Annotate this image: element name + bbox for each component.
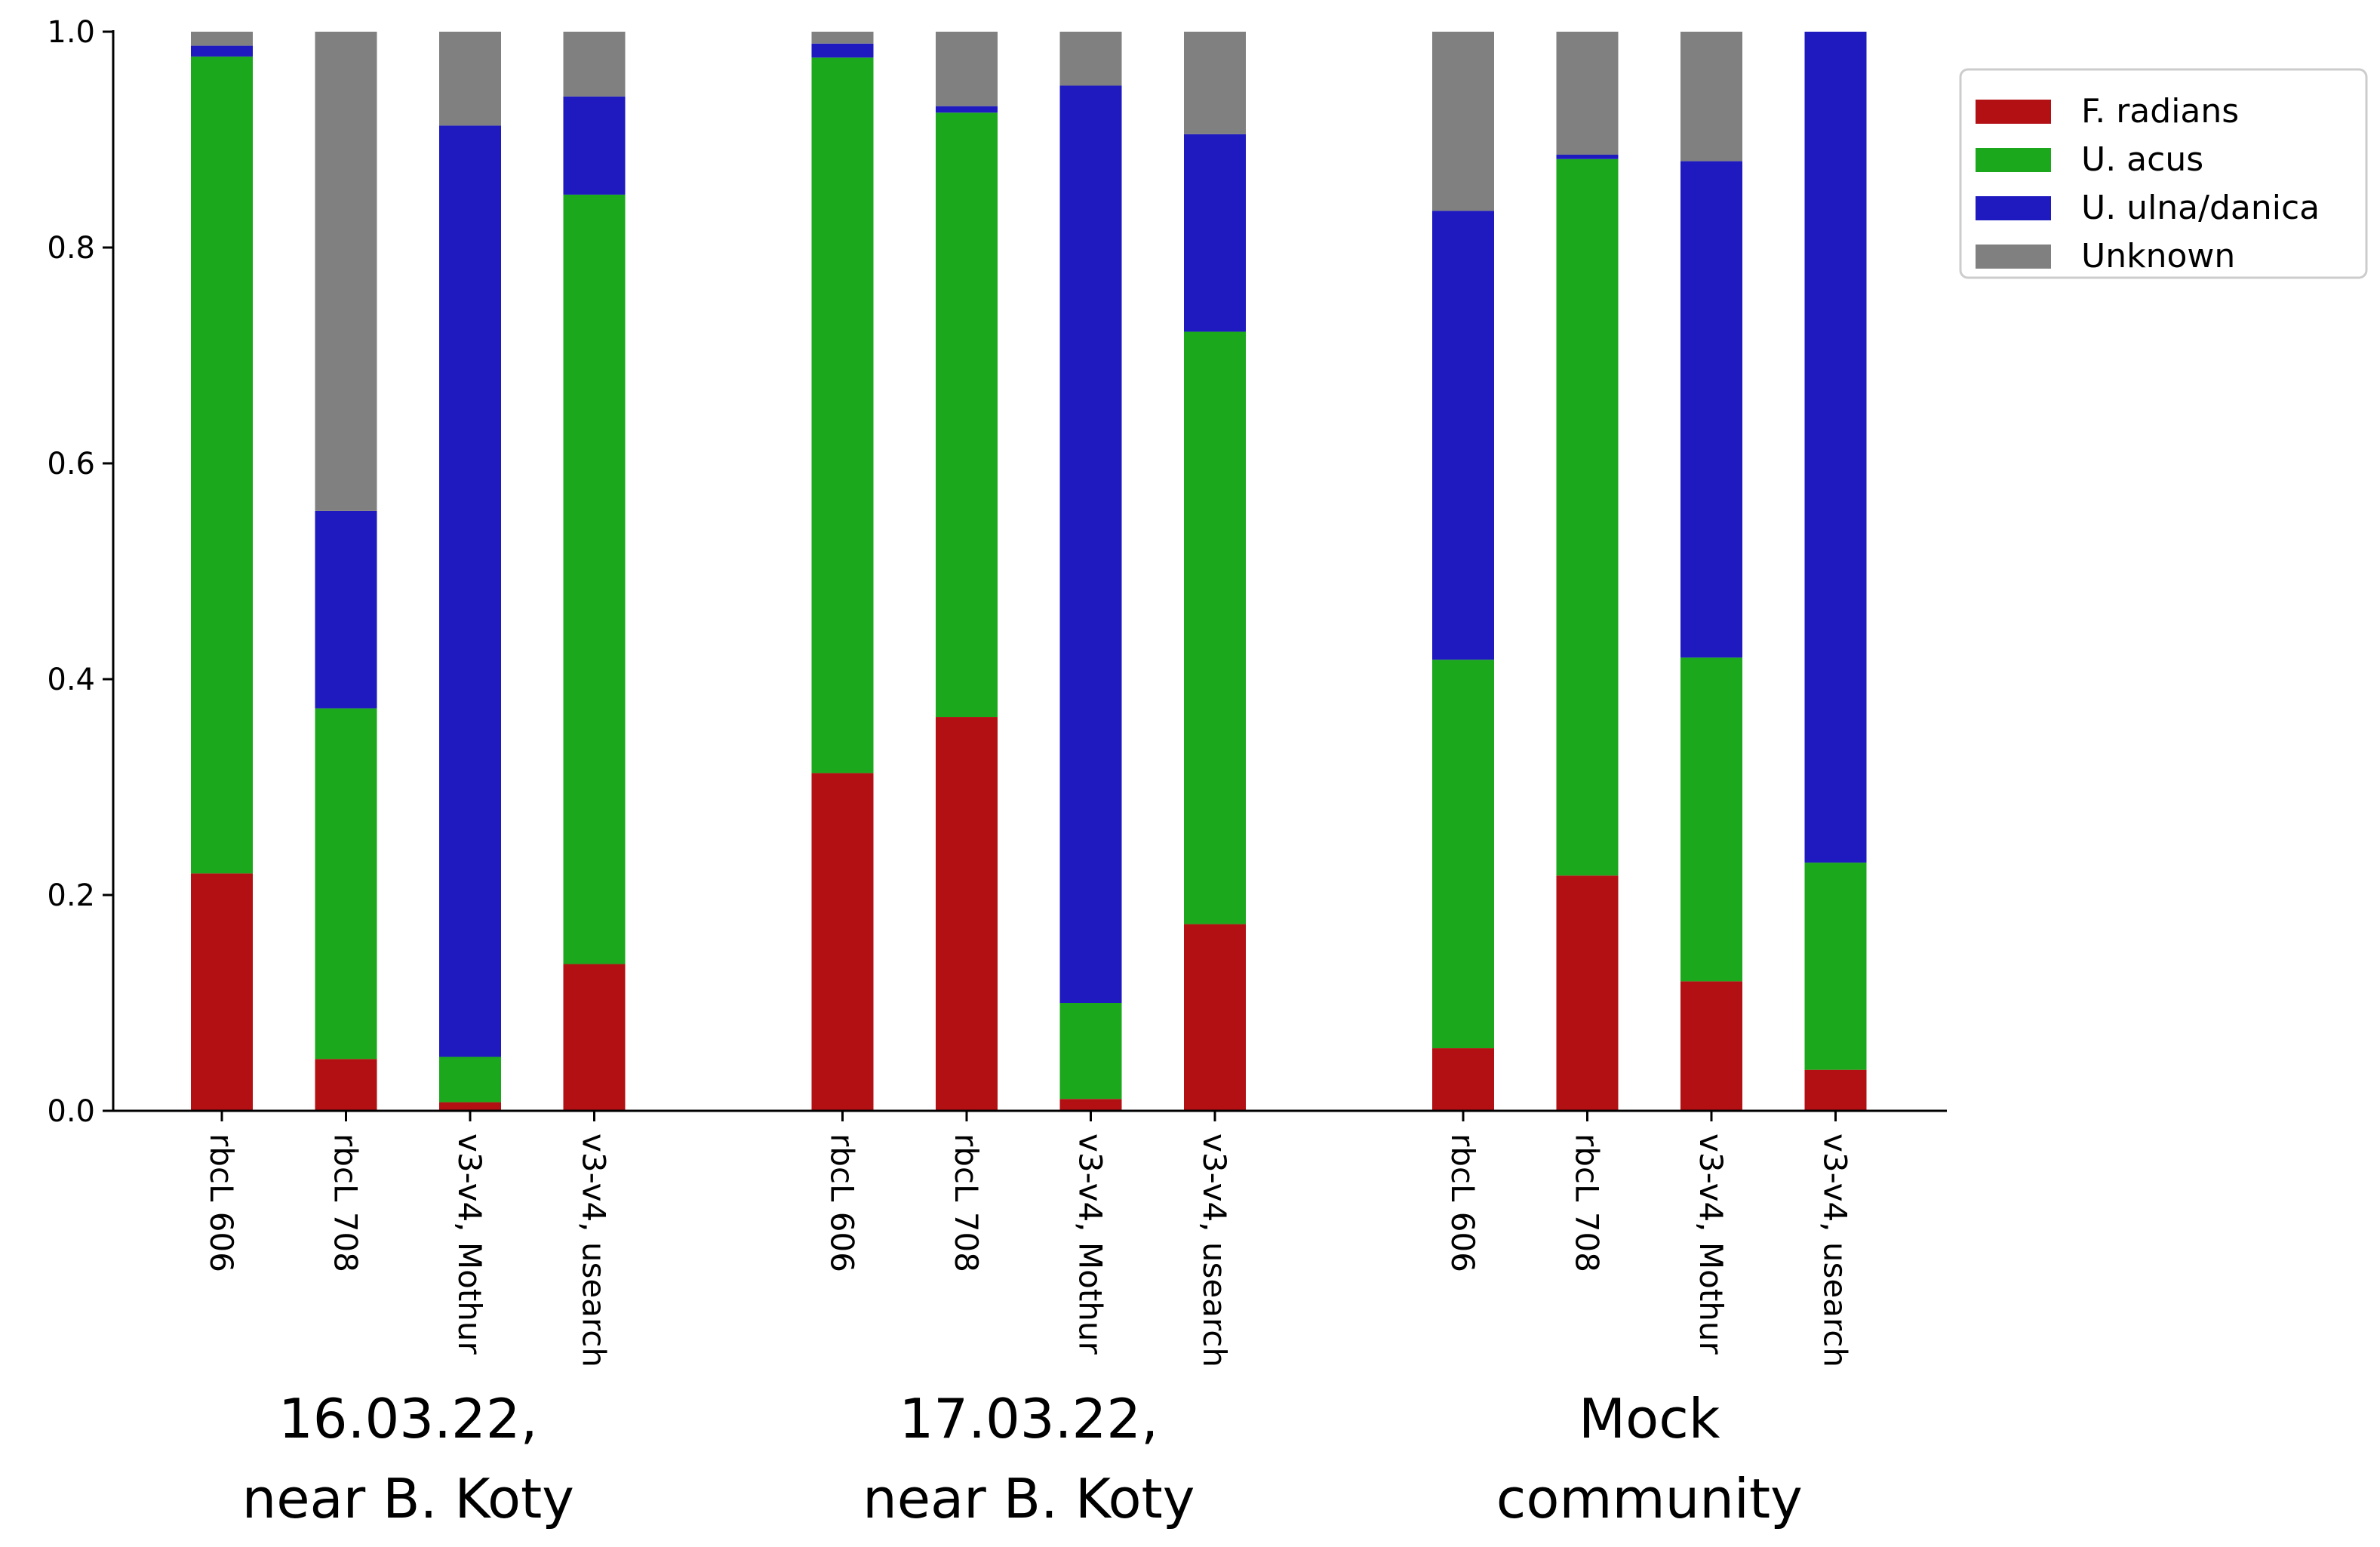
group-label-1-line-1: 16.03.22,: [278, 1387, 538, 1450]
legend-label-u-ulna-danica: U. ulna/danica: [2081, 189, 2320, 227]
legend-label-unknown: Unknown: [2081, 237, 2235, 275]
legend: F. radians U. acus U. ulna/danica Unknown: [1959, 68, 2368, 279]
bar-u-acus-11: [1680, 657, 1742, 982]
bar-f-radians-3: [439, 1102, 501, 1111]
legend-frame: [1959, 68, 2368, 279]
bar-f-radians-6: [936, 717, 998, 1111]
bar-unknown-9: [1432, 32, 1494, 211]
bar-f-radians-10: [1556, 875, 1619, 1111]
bar-f-radians-5: [811, 773, 874, 1111]
bar-f-radians-12: [1804, 1069, 1867, 1111]
x-tick-label-10: rbcL 708: [1569, 1133, 1606, 1272]
bar-u-acus-1: [191, 56, 253, 874]
x-tick-label-4: v3-v4, usearch: [576, 1133, 613, 1367]
legend-swatch-f-radians: [1976, 100, 2051, 124]
bar-u-acus-9: [1432, 660, 1494, 1049]
bar-u-ulna-danica-10: [1556, 155, 1619, 159]
bar-u-acus-2: [315, 708, 377, 1060]
bar-u-ulna-danica-8: [1184, 134, 1246, 332]
x-tick-label-3: v3-v4, Mothur: [451, 1133, 488, 1355]
x-tick-label-1: rbcL 606: [203, 1133, 240, 1272]
bar-f-radians-8: [1184, 924, 1246, 1111]
bar-f-radians-1: [191, 873, 253, 1111]
bar-unknown-6: [936, 32, 998, 106]
bar-u-ulna-danica-2: [315, 510, 377, 709]
bar-u-ulna-danica-4: [563, 96, 626, 195]
bar-u-ulna-danica-6: [936, 106, 998, 113]
x-tick-label-6: rbcL 708: [948, 1133, 985, 1272]
group-label-3-line-2: community: [1496, 1467, 1803, 1530]
x-tick-label-8: v3-v4, usearch: [1196, 1133, 1233, 1367]
bar-unknown-10: [1556, 32, 1619, 155]
x-tick-label-5: rbcL 606: [824, 1133, 861, 1272]
y-tick-label: 0.2: [47, 878, 95, 913]
bar-unknown-8: [1184, 32, 1246, 134]
y-tick-label: 1.0: [47, 15, 95, 50]
bar-u-acus-4: [563, 194, 626, 964]
bar-unknown-2: [315, 32, 377, 511]
bar-u-acus-12: [1804, 863, 1867, 1070]
axes-layer: [103, 30, 1947, 1121]
bar-f-radians-9: [1432, 1048, 1494, 1111]
y-tick-label: 0.0: [47, 1094, 95, 1129]
bar-u-acus-6: [936, 112, 998, 718]
bar-u-ulna-danica-5: [811, 43, 874, 58]
bars-layer: [191, 32, 1867, 1111]
legend-swatch-u-acus: [1976, 148, 2051, 172]
legend-label-f-radians: F. radians: [2081, 92, 2239, 131]
bar-unknown-1: [191, 32, 253, 46]
bar-unknown-3: [439, 32, 501, 126]
bar-u-ulna-danica-1: [191, 45, 253, 57]
group-label-1-line-2: near B. Koty: [242, 1467, 574, 1530]
bar-u-acus-5: [811, 57, 874, 774]
x-tick-label-2: rbcL 708: [327, 1133, 364, 1272]
bar-f-radians-4: [563, 964, 626, 1111]
bar-unknown-4: [563, 32, 626, 97]
group-label-2-line-1: 17.03.22,: [899, 1387, 1158, 1450]
x-tick-label-9: rbcL 606: [1444, 1133, 1481, 1272]
bar-unknown-7: [1059, 32, 1122, 86]
legend-swatch-unknown: [1976, 245, 2051, 269]
group-label-2-line-2: near B. Koty: [863, 1467, 1195, 1530]
bar-u-acus-8: [1184, 331, 1246, 924]
bar-u-ulna-danica-3: [439, 125, 501, 1057]
bar-u-ulna-danica-9: [1432, 211, 1494, 660]
x-tick-label-7: v3-v4, Mothur: [1072, 1133, 1109, 1355]
bar-u-ulna-danica-11: [1680, 161, 1742, 658]
bar-unknown-11: [1680, 32, 1742, 161]
y-tick-label: 0.8: [47, 231, 95, 266]
bar-f-radians-7: [1059, 1099, 1122, 1111]
x-tick-label-11: v3-v4, Mothur: [1693, 1133, 1730, 1355]
bar-unknown-5: [811, 32, 874, 44]
bar-u-ulna-danica-7: [1059, 85, 1122, 1003]
bar-f-radians-2: [315, 1059, 377, 1111]
bar-f-radians-11: [1680, 981, 1742, 1111]
x-tick-label-12: v3-v4, usearch: [1817, 1133, 1854, 1367]
bar-u-acus-3: [439, 1056, 501, 1103]
labels-layer: 0.0 0.2 0.4 0.6 0.8 1.0 rbcL 606 rbcL 708 v3-v4,…: [47, 15, 1853, 1530]
legend-swatch-u-ulna-danica: [1976, 196, 2051, 220]
bar-u-acus-7: [1059, 1003, 1122, 1100]
group-label-3-line-1: Mock: [1579, 1387, 1720, 1450]
y-tick-label: 0.6: [47, 447, 95, 481]
y-tick-label: 0.4: [47, 663, 95, 697]
legend-label-u-acus: U. acus: [2081, 140, 2203, 179]
bar-u-acus-10: [1556, 158, 1619, 876]
bar-u-ulna-danica-12: [1804, 32, 1867, 863]
